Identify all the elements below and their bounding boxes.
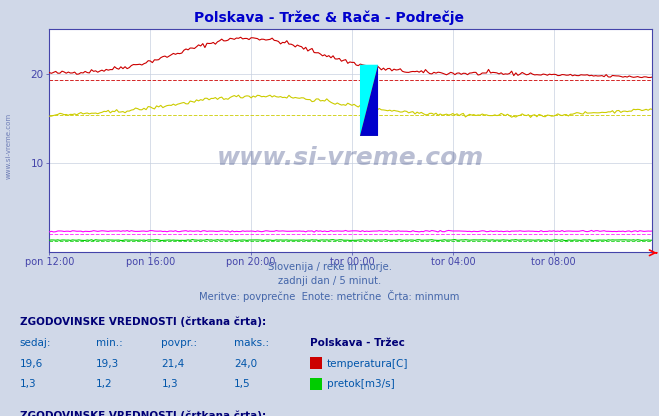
Text: Polskava - Tržec: Polskava - Tržec bbox=[310, 338, 405, 348]
Text: zadnji dan / 5 minut.: zadnji dan / 5 minut. bbox=[278, 276, 381, 286]
Text: Meritve: povprečne  Enote: metrične  Črta: minmum: Meritve: povprečne Enote: metrične Črta:… bbox=[199, 290, 460, 302]
Text: ZGODOVINSKE VREDNOSTI (črtkana črta):: ZGODOVINSKE VREDNOSTI (črtkana črta): bbox=[20, 411, 266, 416]
Text: 1,2: 1,2 bbox=[96, 379, 112, 389]
Polygon shape bbox=[360, 65, 378, 136]
Text: 1,3: 1,3 bbox=[161, 379, 178, 389]
Text: 19,3: 19,3 bbox=[96, 359, 119, 369]
Text: Slovenija / reke in morje.: Slovenija / reke in morje. bbox=[268, 262, 391, 272]
Text: 19,6: 19,6 bbox=[20, 359, 43, 369]
FancyBboxPatch shape bbox=[360, 65, 378, 136]
Text: povpr.:: povpr.: bbox=[161, 338, 198, 348]
Text: ZGODOVINSKE VREDNOSTI (črtkana črta):: ZGODOVINSKE VREDNOSTI (črtkana črta): bbox=[20, 316, 266, 327]
Text: min.:: min.: bbox=[96, 338, 123, 348]
Text: temperatura[C]: temperatura[C] bbox=[327, 359, 409, 369]
Text: www.si-vreme.com: www.si-vreme.com bbox=[5, 113, 11, 178]
Text: 24,0: 24,0 bbox=[234, 359, 257, 369]
Text: 1,5: 1,5 bbox=[234, 379, 250, 389]
Text: pretok[m3/s]: pretok[m3/s] bbox=[327, 379, 395, 389]
Text: www.si-vreme.com: www.si-vreme.com bbox=[217, 146, 484, 170]
Polygon shape bbox=[360, 65, 378, 136]
Text: sedaj:: sedaj: bbox=[20, 338, 51, 348]
Text: 1,3: 1,3 bbox=[20, 379, 36, 389]
Text: 21,4: 21,4 bbox=[161, 359, 185, 369]
Text: maks.:: maks.: bbox=[234, 338, 269, 348]
Text: Polskava - Tržec & Rača - Podrečje: Polskava - Tržec & Rača - Podrečje bbox=[194, 10, 465, 25]
